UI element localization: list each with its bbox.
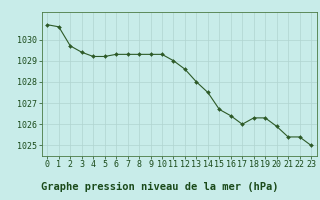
Text: Graphe pression niveau de la mer (hPa): Graphe pression niveau de la mer (hPa) <box>41 182 279 192</box>
